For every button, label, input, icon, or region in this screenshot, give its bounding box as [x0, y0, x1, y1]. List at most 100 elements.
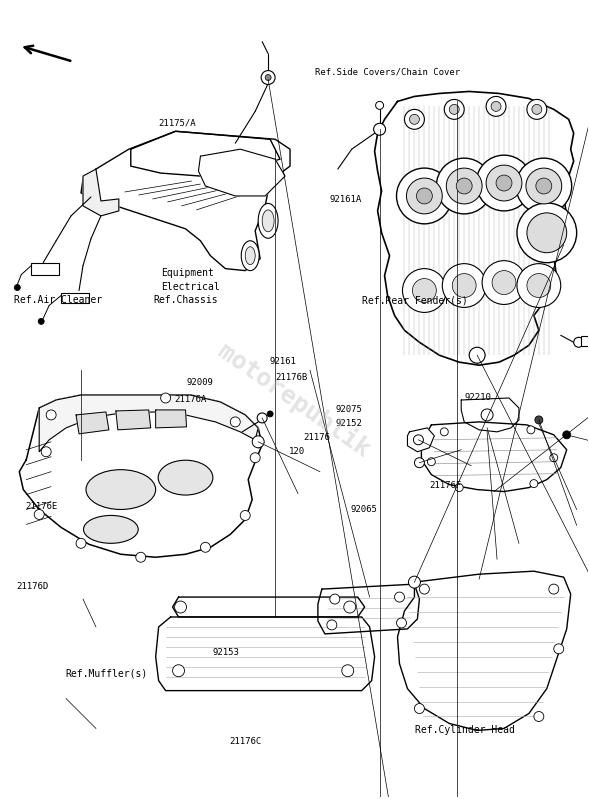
- Circle shape: [527, 213, 567, 252]
- Polygon shape: [318, 584, 419, 634]
- Circle shape: [230, 417, 240, 427]
- Text: 92153: 92153: [213, 648, 239, 657]
- Text: 21176D: 21176D: [16, 582, 48, 591]
- Circle shape: [527, 273, 551, 297]
- Text: 21175/A: 21175/A: [158, 118, 196, 127]
- Text: Ref.Rear Fender(s): Ref.Rear Fender(s): [362, 295, 468, 305]
- Circle shape: [330, 594, 340, 604]
- Circle shape: [34, 510, 44, 519]
- Polygon shape: [421, 422, 567, 491]
- Polygon shape: [81, 131, 290, 271]
- Circle shape: [395, 592, 405, 602]
- Circle shape: [444, 99, 464, 119]
- Circle shape: [491, 101, 501, 111]
- Circle shape: [265, 74, 271, 81]
- Polygon shape: [155, 617, 375, 690]
- Polygon shape: [198, 149, 285, 196]
- Polygon shape: [155, 410, 187, 428]
- Circle shape: [449, 105, 459, 114]
- Circle shape: [240, 511, 250, 520]
- Ellipse shape: [86, 470, 155, 510]
- Circle shape: [267, 411, 273, 417]
- Circle shape: [200, 543, 210, 552]
- Circle shape: [549, 584, 559, 594]
- Text: Equipment: Equipment: [161, 268, 214, 278]
- Ellipse shape: [158, 460, 213, 495]
- Circle shape: [455, 483, 463, 491]
- Polygon shape: [39, 395, 258, 451]
- Circle shape: [428, 458, 435, 466]
- Circle shape: [419, 584, 429, 594]
- FancyBboxPatch shape: [31, 263, 59, 275]
- FancyBboxPatch shape: [61, 292, 89, 304]
- Polygon shape: [375, 91, 574, 365]
- Text: 92210: 92210: [465, 393, 491, 403]
- Polygon shape: [398, 571, 571, 730]
- Circle shape: [482, 260, 526, 304]
- Circle shape: [327, 620, 337, 630]
- Text: 92161: 92161: [270, 357, 297, 366]
- Circle shape: [344, 601, 356, 613]
- Circle shape: [554, 644, 564, 654]
- Circle shape: [173, 665, 184, 677]
- Text: Ref.Air Cleaner: Ref.Air Cleaner: [14, 295, 102, 305]
- Text: 21176: 21176: [303, 433, 330, 442]
- Circle shape: [442, 264, 486, 308]
- Circle shape: [396, 618, 406, 628]
- Circle shape: [41, 447, 51, 457]
- Circle shape: [416, 188, 432, 204]
- Circle shape: [402, 268, 446, 312]
- Circle shape: [526, 168, 562, 204]
- Circle shape: [456, 178, 472, 194]
- Text: Electrical: Electrical: [161, 281, 220, 292]
- Circle shape: [492, 271, 516, 295]
- Circle shape: [413, 435, 423, 445]
- Circle shape: [516, 158, 572, 214]
- Text: Ref.Cylinder Head: Ref.Cylinder Head: [415, 725, 515, 735]
- Circle shape: [161, 393, 171, 403]
- Text: motorepublik: motorepublik: [213, 338, 375, 462]
- Circle shape: [517, 203, 577, 263]
- Circle shape: [406, 178, 442, 214]
- Ellipse shape: [245, 247, 255, 264]
- Text: Ref.Chassis: Ref.Chassis: [154, 295, 219, 305]
- Circle shape: [14, 284, 20, 291]
- Circle shape: [534, 712, 544, 721]
- Circle shape: [536, 178, 552, 194]
- Text: 120: 120: [289, 447, 305, 455]
- Circle shape: [135, 552, 145, 562]
- Circle shape: [527, 99, 547, 119]
- Circle shape: [261, 70, 275, 85]
- Circle shape: [574, 337, 584, 348]
- Polygon shape: [83, 169, 119, 216]
- Circle shape: [376, 101, 383, 109]
- Circle shape: [174, 601, 187, 613]
- Text: 21176E: 21176E: [25, 502, 57, 511]
- Circle shape: [409, 114, 419, 125]
- Circle shape: [527, 426, 535, 434]
- Text: 92065: 92065: [350, 505, 377, 514]
- Circle shape: [257, 413, 267, 423]
- Circle shape: [550, 454, 558, 462]
- Text: 21176B: 21176B: [276, 373, 308, 382]
- Text: 92161A: 92161A: [330, 195, 362, 204]
- Circle shape: [342, 665, 354, 677]
- Text: 21176C: 21176C: [229, 737, 261, 746]
- Polygon shape: [76, 412, 109, 434]
- Circle shape: [405, 109, 425, 129]
- Circle shape: [46, 410, 56, 420]
- Circle shape: [469, 348, 485, 364]
- Polygon shape: [131, 131, 280, 176]
- Circle shape: [446, 168, 482, 204]
- Polygon shape: [461, 398, 519, 431]
- Circle shape: [250, 453, 260, 463]
- Circle shape: [38, 318, 44, 324]
- Text: 92152: 92152: [336, 419, 362, 427]
- Ellipse shape: [84, 515, 138, 543]
- Polygon shape: [19, 395, 262, 557]
- Text: 21176F: 21176F: [429, 481, 462, 490]
- Text: 21176A: 21176A: [174, 395, 207, 404]
- Circle shape: [562, 431, 571, 439]
- Ellipse shape: [262, 210, 274, 232]
- Circle shape: [535, 416, 543, 424]
